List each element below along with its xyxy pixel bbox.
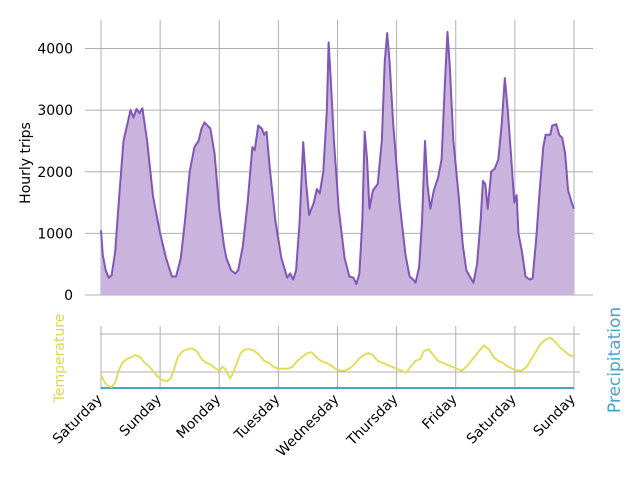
x-tick-label: Saturday bbox=[464, 392, 520, 448]
trips-area bbox=[101, 31, 574, 296]
y-tick-label: 4000 bbox=[37, 42, 73, 58]
y-tick-labels: 0 1000 2000 3000 4000 bbox=[37, 42, 73, 305]
x-tick-label: Tuesday bbox=[231, 392, 283, 444]
x-tick-label: Sunday bbox=[530, 392, 578, 440]
x-tick-label: Monday bbox=[174, 392, 224, 442]
y-axis-label: Hourly trips bbox=[18, 122, 34, 204]
x-tick-label: Wednesday bbox=[274, 392, 343, 461]
sub-grid bbox=[100, 326, 580, 390]
y-tick-label: 0 bbox=[64, 288, 73, 304]
temperature-line bbox=[100, 336, 575, 389]
y-tick-label: 1000 bbox=[37, 226, 73, 242]
x-tick-label: Sunday bbox=[117, 392, 165, 440]
precipitation-label: Precipitation bbox=[605, 307, 625, 413]
x-tick-label: Friday bbox=[419, 392, 460, 433]
temperature-label: Temperature bbox=[52, 314, 68, 404]
y-tick-label: 2000 bbox=[37, 165, 73, 181]
y-tick-label: 3000 bbox=[37, 103, 73, 119]
x-tick-label: Thursday bbox=[343, 392, 401, 450]
trips-line bbox=[100, 30, 575, 285]
